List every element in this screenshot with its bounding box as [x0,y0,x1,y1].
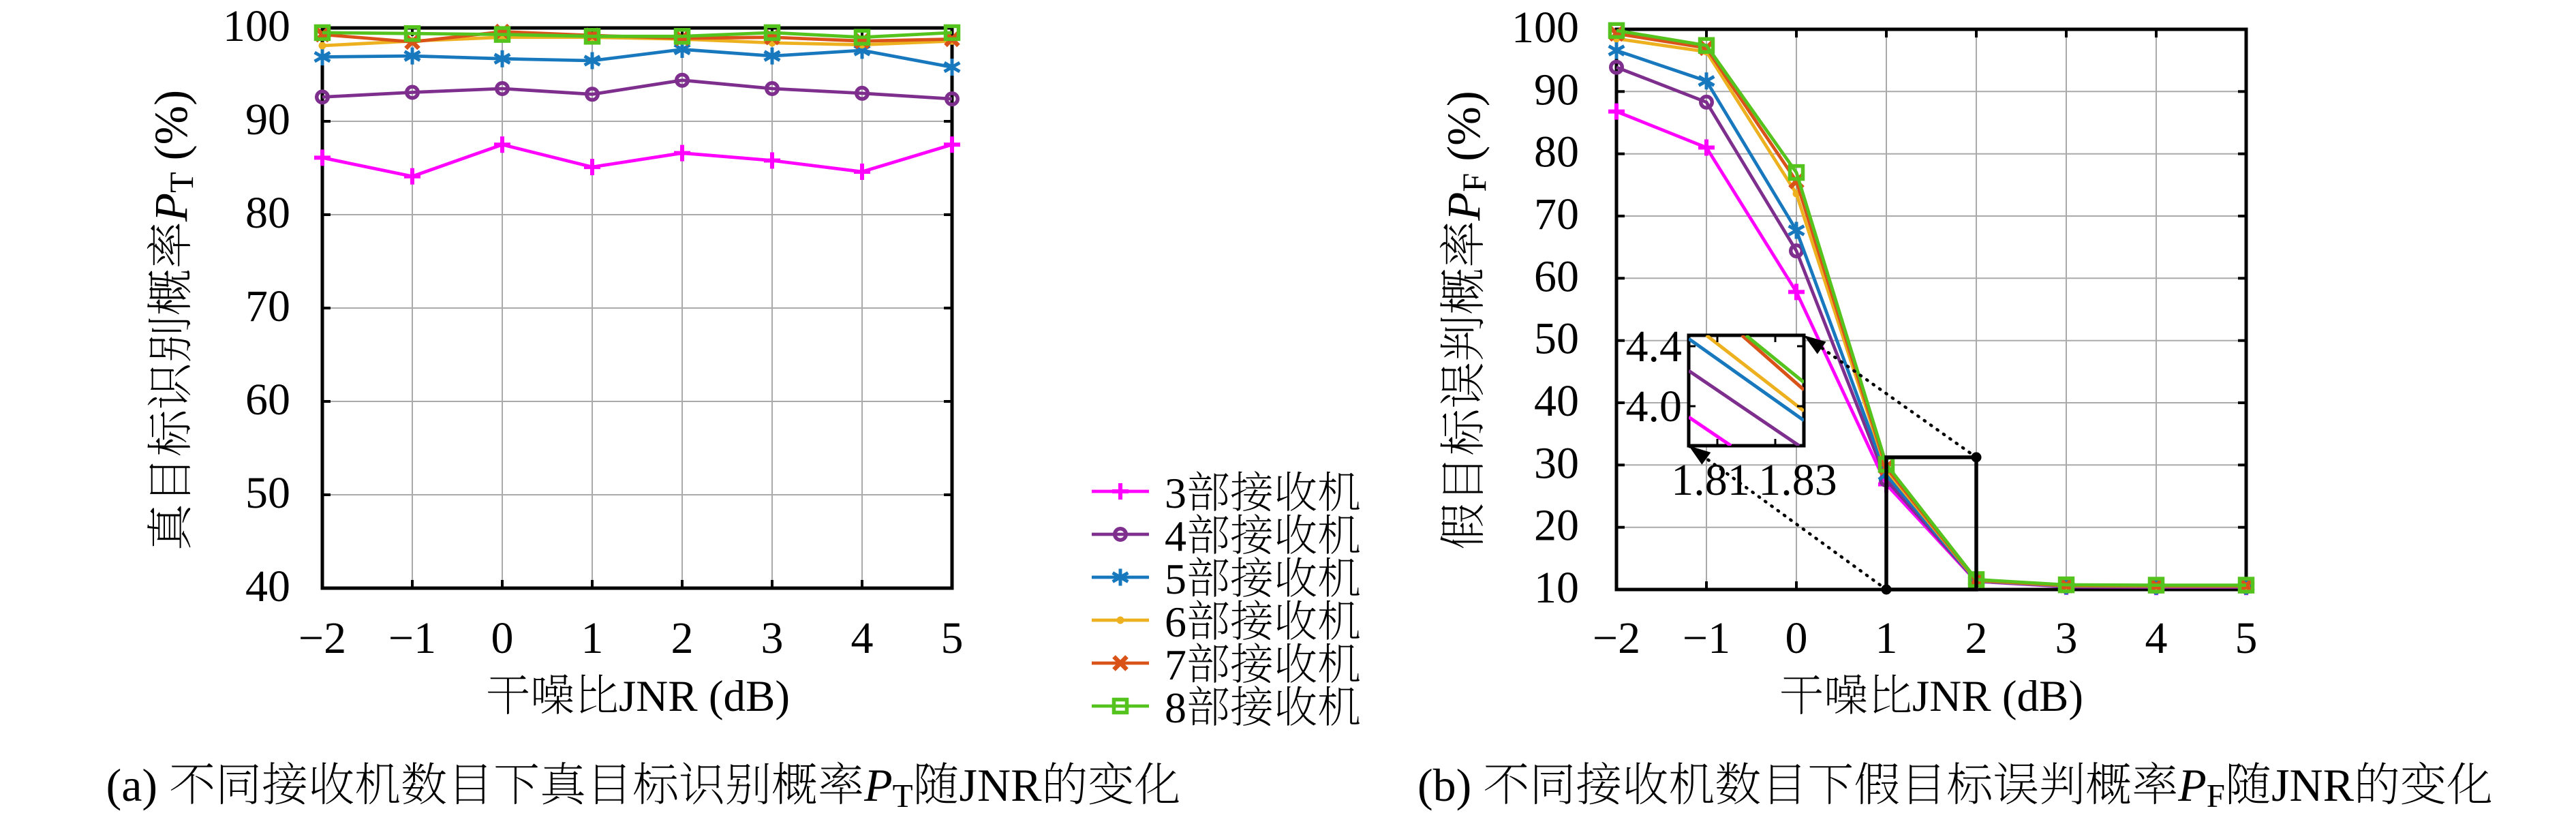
svg-text:1: 1 [1875,613,1898,663]
svg-text:60: 60 [245,375,290,425]
svg-text:(a): (a) [106,759,169,811]
svg-text:JNR (dB): JNR (dB) [619,672,790,721]
svg-text:(%): (%) [1438,91,1490,173]
svg-text:P: P [2177,759,2207,811]
svg-text:5: 5 [2235,613,2258,663]
svg-text:100: 100 [1512,3,1579,52]
svg-text:50: 50 [1534,314,1579,364]
svg-text:40: 40 [245,562,290,611]
svg-text:80: 80 [245,188,290,238]
svg-text:−1: −1 [1683,613,1730,663]
svg-text:1.81: 1.81 [1671,455,1750,505]
svg-text:−1: −1 [388,613,436,663]
svg-text:4: 4 [2145,613,2168,663]
svg-text:90: 90 [245,95,290,144]
svg-text:7: 7 [1165,641,1186,689]
svg-text:JNR: JNR [960,759,1043,811]
svg-text:20: 20 [1534,501,1579,551]
svg-text:50: 50 [245,468,290,518]
svg-text:1.83: 1.83 [1758,455,1837,505]
svg-text:F: F [1455,173,1493,192]
svg-text:1: 1 [581,613,604,663]
svg-text:4.0: 4.0 [1626,382,1683,431]
svg-text:80: 80 [1534,127,1579,177]
svg-text:P: P [863,759,893,811]
svg-text:70: 70 [245,281,290,331]
svg-text:90: 90 [1534,65,1579,114]
svg-text:−2: −2 [298,613,346,663]
svg-text:2: 2 [1965,613,1988,663]
svg-text:P: P [1438,192,1490,221]
svg-text:5: 5 [941,613,964,663]
svg-text:T: T [162,172,200,193]
svg-text:T: T [893,777,913,814]
svg-text:−2: −2 [1593,613,1640,663]
svg-text:(%): (%) [145,90,197,172]
svg-text:0: 0 [1785,613,1808,663]
svg-text:4.4: 4.4 [1626,322,1683,371]
svg-text:8: 8 [1165,684,1186,732]
svg-text:(b): (b) [1417,759,1483,811]
svg-text:3: 3 [2055,613,2078,663]
svg-text:6: 6 [1165,598,1186,646]
svg-text:5: 5 [1165,555,1186,603]
svg-text:JNR: JNR [2271,759,2355,811]
svg-text:0: 0 [491,613,514,663]
svg-text:10: 10 [1534,563,1579,613]
svg-text:JNR (dB): JNR (dB) [1912,672,2083,721]
svg-text:3: 3 [761,613,784,663]
svg-text:2: 2 [671,613,694,663]
svg-text:30: 30 [1534,438,1579,488]
svg-text:40: 40 [1534,376,1579,426]
svg-text:P: P [145,193,197,222]
svg-text:60: 60 [1534,251,1579,301]
svg-text:100: 100 [223,1,290,51]
svg-text:4: 4 [851,613,874,663]
svg-text:3: 3 [1165,469,1186,517]
svg-text:70: 70 [1534,189,1579,239]
svg-text:4: 4 [1165,512,1186,560]
svg-text:F: F [2207,777,2225,814]
